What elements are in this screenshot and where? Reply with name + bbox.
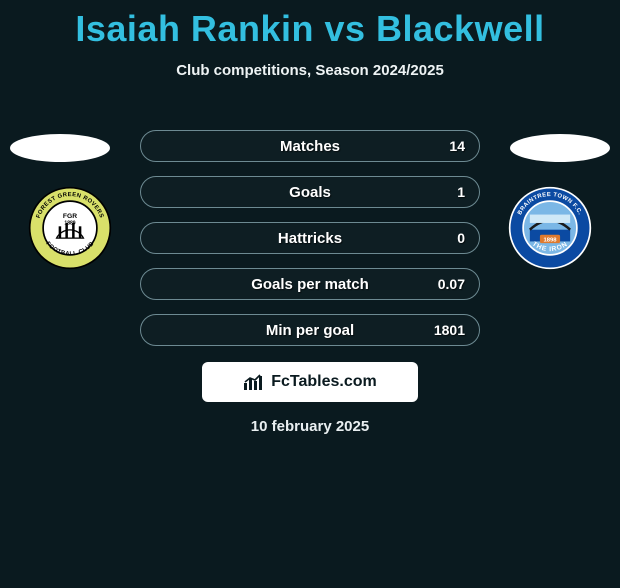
- stat-row-goals-per-match: Goals per match 0.07: [140, 268, 480, 300]
- stat-label: Goals: [289, 184, 331, 201]
- fctables-logo[interactable]: FcTables.com: [202, 362, 418, 402]
- stat-label: Min per goal: [266, 322, 354, 339]
- stat-value: 0.07: [438, 276, 465, 292]
- club-badge-right: BRAINTREE TOWN F.C. THE IRON 1898: [508, 186, 592, 270]
- stat-row-goals: Goals 1: [140, 176, 480, 208]
- badge-left-initials: FGR: [63, 213, 77, 220]
- badge-left-year: 1889: [64, 221, 75, 227]
- stat-label: Goals per match: [251, 276, 369, 293]
- stat-value: 1: [457, 184, 465, 200]
- player-photo-right: [510, 134, 610, 162]
- subtitle: Club competitions, Season 2024/2025: [0, 62, 620, 79]
- club-badge-left: FOREST GREEN ROVERS FOOTBALL CLUB FGR 18…: [28, 186, 112, 270]
- stats-container: Matches 14 Goals 1 Hattricks 0 Goals per…: [140, 130, 480, 360]
- stat-label: Hattricks: [278, 230, 342, 247]
- stat-value: 14: [449, 138, 465, 154]
- logo-text: FcTables.com: [271, 373, 377, 391]
- stat-value: 0: [457, 230, 465, 246]
- stat-label: Matches: [280, 138, 340, 155]
- page-title: Isaiah Rankin vs Blackwell: [0, 8, 620, 50]
- player-photo-left: [10, 134, 110, 162]
- badge-right-year: 1898: [543, 237, 557, 243]
- stat-row-hattricks: Hattricks 0: [140, 222, 480, 254]
- stat-value: 1801: [434, 322, 465, 338]
- stat-row-min-per-goal: Min per goal 1801: [140, 314, 480, 346]
- generation-date: 10 february 2025: [0, 418, 620, 435]
- stat-row-matches: Matches 14: [140, 130, 480, 162]
- bar-chart-icon: [243, 373, 265, 391]
